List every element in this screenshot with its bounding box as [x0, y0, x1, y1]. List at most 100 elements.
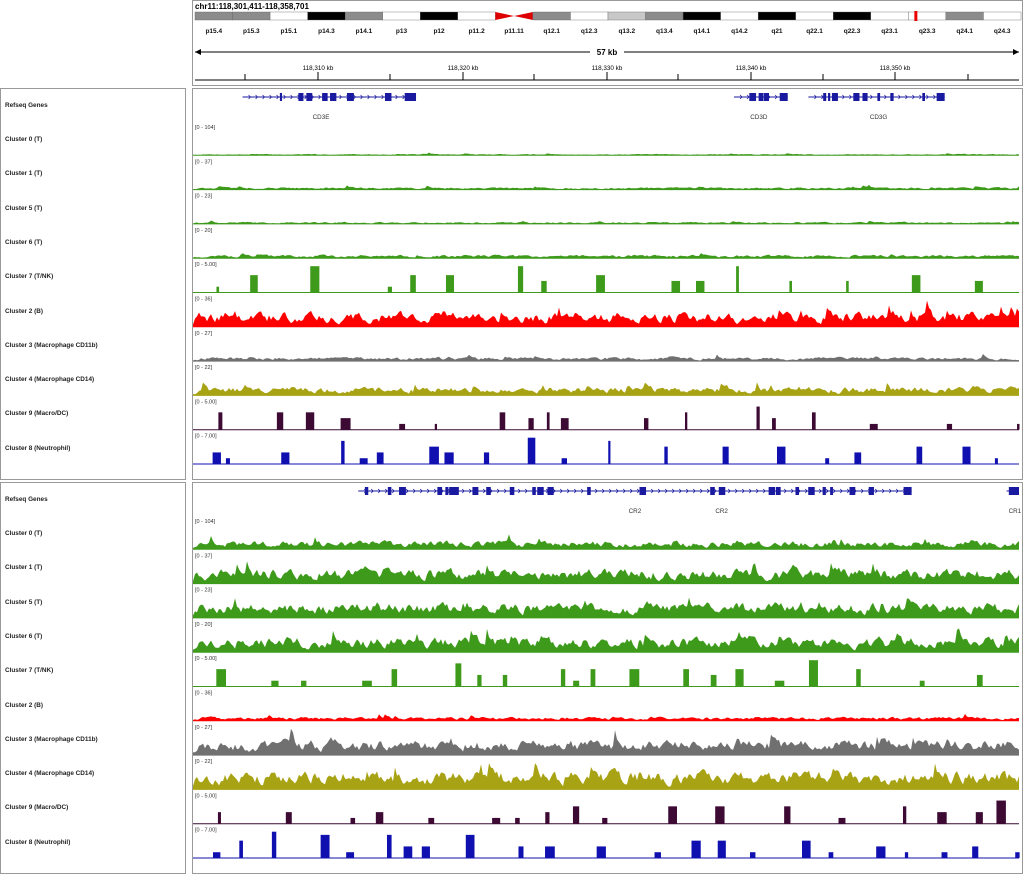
cyto-band-label: p15.1	[281, 28, 298, 35]
track-name[interactable]: Cluster 7 (T/NK)	[5, 667, 54, 675]
cyto-band-label: q21	[771, 28, 783, 35]
track-data-panel-2[interactable]: CR2 CR2 CR1 [0 - 104] [0 - 37] [0 - 23] [0 - 2…	[192, 482, 1023, 874]
cyto-band[interactable]	[607, 11, 646, 21]
gene-model[interactable]	[734, 93, 788, 101]
track-data-range: [0 - 37]	[195, 159, 213, 165]
track-name[interactable]: Cluster 4 (Macrophage CD14)	[5, 376, 95, 384]
track-name[interactable]: Cluster 2 (B)	[5, 701, 43, 709]
cyto-band[interactable]	[194, 11, 233, 21]
coverage-track[interactable]	[193, 266, 1019, 293]
coverage-track[interactable]	[193, 561, 1019, 585]
cyto-band[interactable]	[344, 11, 383, 21]
track-name[interactable]: Cluster 0 (T)	[5, 530, 43, 537]
gene-label[interactable]: CD3G	[870, 114, 888, 121]
cyto-band-label: p15.3	[243, 28, 260, 35]
gene-label[interactable]: CR2	[715, 508, 728, 515]
cyto-band-label: q14.1	[694, 28, 711, 35]
ruler-tick-label: 118,310 kb	[303, 65, 334, 72]
coverage-track[interactable]	[193, 184, 1019, 191]
centromere-band[interactable]	[495, 12, 533, 20]
gene-model[interactable]	[242, 93, 417, 101]
position-ruler[interactable]: 57 kb 118,310 kb 118,320 kb 118,330 kb 118,3…	[193, 39, 1022, 85]
cyto-band[interactable]	[795, 11, 834, 21]
track-name[interactable]: Cluster 3 (Macrophage CD11b)	[5, 341, 98, 349]
track-name[interactable]: Cluster 9 (Macro/DC)	[5, 804, 69, 812]
cyto-band[interactable]	[983, 11, 1022, 21]
locus-label: chr11:118,301,411-118,358,701	[195, 2, 309, 11]
track-data-range: [0 - 23]	[195, 588, 213, 594]
track-data-panel-1[interactable]: CD3E CD3D CD3G [0 - 104] [0 - 37] [0 - 23] [0 …	[192, 88, 1023, 480]
cyto-band[interactable]	[720, 11, 759, 21]
track-name[interactable]: Cluster 2 (B)	[5, 307, 43, 315]
track-data-range: [0 - 5.00]	[195, 399, 217, 405]
cyto-band[interactable]	[570, 11, 609, 21]
track-name[interactable]: Cluster 4 (Macrophage CD14)	[5, 770, 95, 778]
cyto-band[interactable]	[757, 11, 796, 21]
span-label: 57 kb	[597, 48, 618, 57]
coverage-track[interactable]	[193, 220, 1019, 225]
track-name[interactable]: Cluster 8 (Neutrophil)	[5, 838, 71, 846]
cyto-band[interactable]	[908, 11, 947, 21]
cyto-band[interactable]	[833, 11, 872, 21]
cyto-band[interactable]	[945, 11, 984, 21]
track-name[interactable]: Cluster 7 (T/NK)	[5, 273, 54, 281]
cyto-band[interactable]	[870, 11, 909, 21]
cyto-band[interactable]	[307, 11, 346, 21]
cyto-band-label: p13	[396, 28, 408, 35]
coverage-track[interactable]	[193, 354, 1019, 362]
cyto-band-label: q23.3	[919, 28, 936, 35]
cyto-band-label: q22.3	[844, 28, 861, 35]
track-name[interactable]: Cluster 6 (T)	[5, 632, 43, 640]
coverage-track[interactable]	[193, 714, 1019, 722]
gene-label[interactable]: CD3E	[313, 114, 330, 121]
ruler-tick-label: 118,340 kb	[736, 65, 767, 72]
gene-label[interactable]: CR1	[1009, 508, 1022, 515]
coverage-track[interactable]	[193, 406, 1020, 431]
track-data-range: [0 - 36]	[195, 297, 213, 303]
coverage-track[interactable]	[193, 660, 1019, 687]
gene-model[interactable]	[358, 487, 912, 495]
coverage-track[interactable]	[193, 152, 1019, 156]
coverage-track[interactable]	[193, 597, 1019, 619]
track-name[interactable]: Cluster 1 (T)	[5, 564, 43, 572]
cyto-band[interactable]	[269, 11, 308, 21]
cyto-band[interactable]	[682, 11, 721, 21]
cyto-band-label: q14.2	[731, 28, 748, 35]
coverage-track[interactable]	[193, 763, 1019, 790]
track-data-range: [0 - 22]	[195, 759, 213, 765]
coverage-track[interactable]	[193, 831, 1020, 859]
coverage-track[interactable]	[193, 628, 1019, 653]
coverage-track[interactable]	[193, 300, 1019, 328]
coverage-track[interactable]	[193, 728, 1019, 756]
cyto-band[interactable]	[457, 11, 496, 21]
track-name[interactable]: Cluster 0 (T)	[5, 136, 43, 143]
track-data-range: [0 - 5.00]	[195, 262, 217, 268]
cyto-band[interactable]	[420, 11, 459, 21]
track-name[interactable]: Cluster 9 (Macro/DC)	[5, 410, 69, 418]
gene-label[interactable]: CR2	[629, 508, 642, 515]
track-data-range: [0 - 7.00]	[195, 434, 217, 440]
gene-label[interactable]: CD3D	[750, 114, 768, 121]
coverage-track[interactable]	[193, 437, 1019, 465]
track-data-range: [0 - 20]	[195, 228, 213, 234]
cyto-band[interactable]	[532, 11, 571, 21]
ruler-tick-label: 118,350 kb	[880, 65, 911, 72]
cyto-band-label: p14.3	[318, 28, 335, 35]
cyto-band[interactable]	[382, 11, 421, 21]
coverage-track[interactable]	[193, 253, 1019, 259]
track-name[interactable]: Cluster 1 (T)	[5, 170, 43, 178]
track-name[interactable]: Cluster 5 (T)	[5, 598, 43, 606]
gene-model[interactable]	[1006, 487, 1019, 495]
track-name[interactable]: Cluster 5 (T)	[5, 204, 43, 212]
coverage-track[interactable]	[193, 534, 1019, 550]
chromosome-ideogram[interactable]: p15.4 p15.3 p15.1 p14.3 p14.1 p13 p12 p11.2 p11.…	[193, 11, 1022, 39]
track-name[interactable]: Cluster 8 (Neutrophil)	[5, 444, 71, 452]
cyto-band[interactable]	[645, 11, 684, 21]
cyto-band-label: q13.4	[656, 28, 673, 35]
coverage-track[interactable]	[193, 382, 1019, 396]
cyto-band[interactable]	[232, 11, 271, 21]
track-name[interactable]: Cluster 3 (Macrophage CD11b)	[5, 735, 98, 743]
track-name[interactable]: Cluster 6 (T)	[5, 238, 43, 246]
coverage-track[interactable]	[193, 800, 1019, 825]
gene-model[interactable]	[808, 93, 945, 101]
